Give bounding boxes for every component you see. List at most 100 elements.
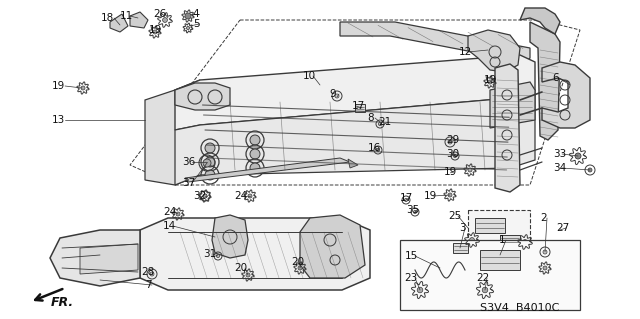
Polygon shape — [300, 215, 365, 278]
Polygon shape — [185, 158, 350, 182]
Circle shape — [417, 287, 423, 293]
Circle shape — [153, 30, 157, 34]
Bar — [500, 235, 520, 245]
Text: 25: 25 — [449, 211, 461, 221]
Bar — [452, 243, 467, 253]
Circle shape — [203, 194, 207, 198]
Bar — [400, 240, 580, 310]
Circle shape — [205, 143, 215, 153]
Polygon shape — [50, 230, 140, 286]
Text: 17: 17 — [351, 101, 365, 111]
Polygon shape — [175, 90, 535, 185]
Text: 23: 23 — [404, 273, 418, 283]
Circle shape — [543, 250, 547, 254]
Text: 18: 18 — [100, 13, 114, 23]
Polygon shape — [175, 55, 535, 130]
Polygon shape — [490, 82, 535, 128]
Circle shape — [205, 157, 215, 167]
Circle shape — [298, 266, 302, 270]
Text: 17: 17 — [399, 193, 413, 203]
Text: 3: 3 — [459, 223, 465, 233]
Text: FR.: FR. — [51, 295, 74, 308]
Circle shape — [488, 80, 492, 84]
Bar — [480, 250, 520, 270]
Circle shape — [250, 149, 260, 159]
Polygon shape — [212, 215, 248, 258]
Polygon shape — [530, 22, 560, 140]
Bar — [475, 218, 505, 233]
Circle shape — [176, 212, 180, 216]
Polygon shape — [110, 14, 128, 32]
Text: 12: 12 — [458, 47, 472, 57]
Circle shape — [448, 193, 452, 197]
Circle shape — [378, 122, 381, 126]
Text: 19: 19 — [51, 81, 65, 91]
Text: 29: 29 — [446, 135, 460, 145]
Text: 27: 27 — [556, 223, 570, 233]
Polygon shape — [495, 64, 520, 192]
Text: 1: 1 — [499, 235, 506, 245]
Circle shape — [248, 194, 252, 198]
Circle shape — [543, 266, 547, 270]
Text: 35: 35 — [406, 205, 420, 215]
Text: 31: 31 — [204, 249, 216, 259]
Polygon shape — [520, 8, 560, 34]
Text: 36: 36 — [182, 157, 196, 167]
Text: 24: 24 — [234, 191, 248, 201]
Circle shape — [205, 170, 215, 180]
Polygon shape — [80, 244, 138, 274]
Text: 14: 14 — [163, 221, 175, 231]
Text: 34: 34 — [554, 163, 566, 173]
Circle shape — [203, 194, 207, 198]
Text: 22: 22 — [476, 273, 490, 283]
Text: 4: 4 — [193, 9, 199, 19]
Circle shape — [216, 254, 220, 258]
Text: 16: 16 — [367, 143, 381, 153]
Text: 32: 32 — [193, 191, 207, 201]
Circle shape — [186, 14, 190, 18]
Text: 37: 37 — [182, 178, 196, 188]
Text: 6: 6 — [553, 73, 559, 83]
Circle shape — [575, 153, 581, 159]
Circle shape — [413, 211, 417, 214]
Text: 11: 11 — [120, 11, 132, 21]
Circle shape — [523, 240, 527, 244]
Text: 28: 28 — [141, 267, 155, 277]
Circle shape — [453, 154, 456, 158]
Text: 30: 30 — [447, 149, 460, 159]
Circle shape — [81, 86, 85, 90]
Circle shape — [203, 159, 211, 167]
Text: 9: 9 — [330, 89, 336, 99]
Text: 19: 19 — [483, 75, 497, 85]
Circle shape — [588, 168, 592, 172]
Text: S3V4  B4010C: S3V4 B4010C — [480, 303, 560, 313]
Circle shape — [186, 26, 189, 30]
Bar — [355, 104, 365, 112]
Polygon shape — [542, 62, 590, 128]
Text: 13: 13 — [51, 115, 65, 125]
Text: 19: 19 — [444, 167, 456, 177]
Text: 20: 20 — [234, 263, 248, 273]
Circle shape — [468, 168, 472, 172]
Polygon shape — [140, 218, 370, 290]
Circle shape — [448, 140, 452, 144]
Text: 21: 21 — [378, 117, 392, 127]
Text: 7: 7 — [145, 280, 151, 290]
Circle shape — [246, 273, 250, 277]
Polygon shape — [468, 30, 520, 72]
Text: 26: 26 — [154, 9, 166, 19]
Polygon shape — [175, 83, 230, 110]
Circle shape — [185, 13, 191, 19]
Polygon shape — [130, 12, 148, 28]
Text: 19: 19 — [148, 25, 162, 35]
Text: 8: 8 — [368, 113, 374, 123]
Circle shape — [575, 153, 581, 159]
Text: 20: 20 — [291, 257, 305, 267]
Circle shape — [250, 135, 260, 145]
Circle shape — [335, 94, 339, 98]
Circle shape — [376, 148, 380, 152]
Polygon shape — [348, 159, 358, 168]
Polygon shape — [468, 210, 530, 250]
Text: 2: 2 — [541, 213, 547, 223]
Circle shape — [470, 238, 474, 242]
